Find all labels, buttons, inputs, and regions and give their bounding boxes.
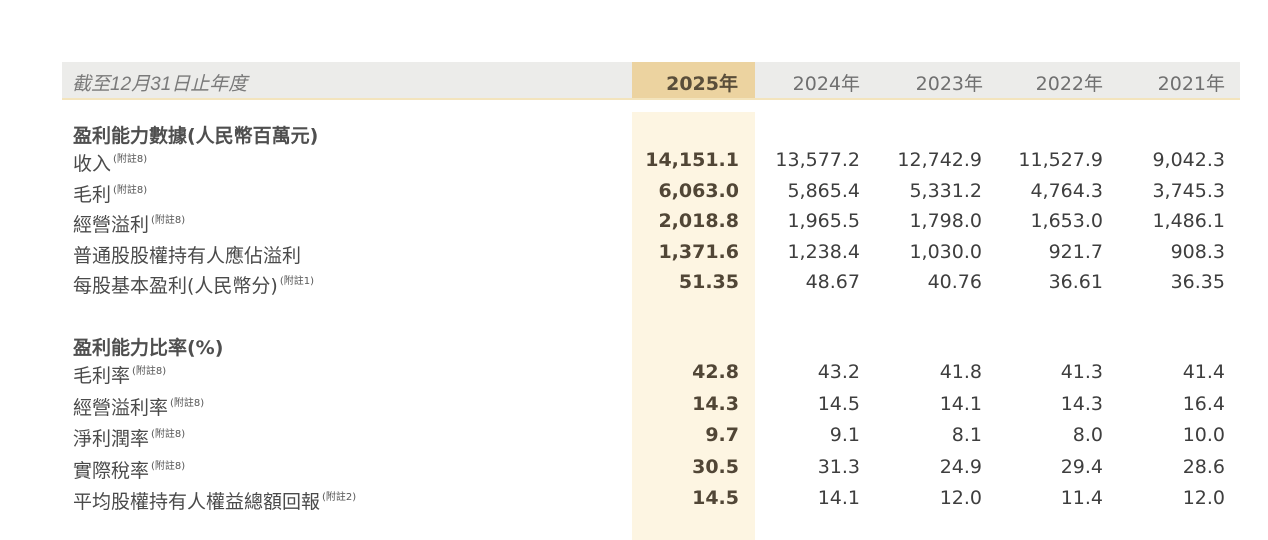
table-cell-value: 51.35 — [678, 271, 739, 293]
row-label-text: 淨利潤率 — [73, 428, 150, 450]
section-title: 盈利能力比率(%) — [73, 337, 224, 359]
row-label: 收入 (附註8) — [73, 149, 147, 176]
row-label: 普通股股權持有人應佔溢利 — [73, 241, 301, 268]
row-label: 毛利 (附註8) — [73, 180, 147, 207]
row-label-text: 經營溢利 — [73, 214, 150, 236]
table-cell-value: 14.1 — [939, 392, 982, 415]
year-header-2025: 2025年 — [666, 73, 738, 95]
row-label: 經營溢利率 (附註8) — [73, 393, 204, 420]
footnote-ref: (附註1) — [279, 276, 314, 287]
table-cell-value: 1,653.0 — [1030, 210, 1103, 232]
table-cell-value: 41.8 — [939, 361, 982, 383]
row-label-text: 平均股權持有人權益總額回報 — [73, 491, 321, 513]
table-cell-value: 9,042.3 — [1152, 149, 1225, 171]
table-cell-value: 3,745.3 — [1152, 179, 1225, 202]
table-cell-value: 41.4 — [1182, 361, 1225, 383]
table-cell-value: 48.67 — [805, 271, 860, 293]
table-cell-value: 11,527.9 — [1018, 149, 1103, 171]
current-year-header-highlight — [632, 62, 755, 98]
table-cell-value: 8.1 — [951, 424, 982, 446]
table-cell-value: 13,577.2 — [775, 149, 860, 171]
table-cell-value: 12,742.9 — [897, 149, 982, 171]
footnote-ref: (附註8) — [151, 215, 186, 226]
table-cell-value: 4,764.3 — [1030, 179, 1103, 202]
table-cell-value: 30.5 — [692, 455, 739, 478]
table-cell-value: 28.6 — [1182, 455, 1225, 478]
row-label-text: 毛利率 — [73, 365, 131, 387]
table-cell-value: 14,151.1 — [645, 149, 739, 171]
table-cell-value: 5,865.4 — [787, 179, 860, 202]
table-cell-value: 1,486.1 — [1152, 210, 1225, 232]
table-cell-value: 908.3 — [1170, 240, 1225, 263]
table-cell-value: 11.4 — [1060, 487, 1103, 509]
table-cell-value: 9.1 — [829, 424, 860, 446]
year-header-2021: 2021年 — [1157, 73, 1225, 95]
period-label: 截至12月31日止年度 — [72, 74, 248, 95]
table-cell-value: 24.9 — [939, 455, 982, 478]
table-cell-value: 5,331.2 — [909, 179, 982, 202]
table-cell-value: 29.4 — [1060, 455, 1103, 478]
table-cell-value: 14.5 — [817, 392, 860, 415]
footnote-ref: (附註8) — [170, 397, 205, 409]
table-cell-value: 1,798.0 — [909, 210, 982, 232]
table-cell-value: 14.1 — [817, 487, 860, 509]
footnote-ref: (附註2) — [322, 492, 357, 503]
table-cell-value: 1,030.0 — [909, 240, 982, 263]
table-cell-value: 1,965.5 — [787, 210, 860, 232]
row-label-text: 經營溢利率 — [73, 396, 169, 419]
year-header-2022: 2022年 — [1035, 73, 1103, 95]
table-cell-value: 9.7 — [705, 424, 739, 446]
table-cell-value: 12.0 — [1182, 487, 1225, 509]
table-cell-value: 14.3 — [692, 392, 739, 415]
table-cell-value: 1,371.6 — [658, 240, 739, 263]
table-cell-value: 1,238.4 — [787, 240, 860, 263]
table-cell-value: 2,018.8 — [658, 210, 739, 232]
table-cell-value: 31.3 — [817, 455, 860, 478]
row-label: 實際稅率 (附註8) — [73, 456, 185, 483]
footnote-ref: (附註8) — [113, 154, 148, 165]
table-cell-value: 36.61 — [1048, 271, 1103, 293]
row-label: 經營溢利 (附註8) — [73, 210, 185, 237]
table-cell-value: 43.2 — [817, 361, 860, 383]
table-cell-value: 16.4 — [1182, 392, 1225, 415]
section-title: 盈利能力數據(人民幣百萬元) — [73, 125, 319, 147]
row-label: 每股基本盈利(人民幣分) (附註1) — [73, 271, 314, 298]
footnote-ref: (附註8) — [151, 429, 186, 440]
footnote-ref: (附註8) — [151, 460, 186, 472]
table-cell-value: 41.3 — [1060, 361, 1103, 383]
table-header: 截至12月31日止年度 2025年 2024年 2023年 2022年 2021… — [62, 62, 1240, 100]
row-label: 平均股權持有人權益總額回報 (附註2) — [73, 487, 356, 514]
year-header-2023: 2023年 — [915, 73, 983, 95]
current-year-column-highlight — [632, 112, 755, 540]
row-label-text: 每股基本盈利(人民幣分) — [73, 275, 278, 297]
footnote-ref: (附註8) — [113, 184, 148, 196]
row-label: 毛利率 (附註8) — [73, 361, 166, 388]
table-cell-value: 36.35 — [1170, 271, 1225, 293]
table-cell-value: 8.0 — [1072, 424, 1103, 446]
row-label-text: 實際稅率 — [73, 459, 150, 482]
table-cell-value: 40.76 — [927, 271, 982, 293]
footnote-ref: (附註8) — [132, 366, 167, 377]
row-label-text: 收入 — [73, 153, 112, 175]
table-cell-value: 42.8 — [692, 361, 739, 383]
table-cell-value: 921.7 — [1048, 240, 1103, 263]
table-cell-value: 10.0 — [1182, 424, 1225, 446]
row-label-text: 普通股股權持有人應佔溢利 — [73, 244, 302, 267]
year-header-2024: 2024年 — [792, 73, 860, 95]
row-label-text: 毛利 — [73, 183, 112, 206]
row-label: 淨利潤率 (附註8) — [73, 424, 185, 451]
table-cell-value: 14.3 — [1060, 392, 1103, 415]
table-cell-value: 14.5 — [692, 487, 739, 509]
table-cell-value: 6,063.0 — [658, 179, 739, 202]
table-cell-value: 12.0 — [939, 487, 982, 509]
